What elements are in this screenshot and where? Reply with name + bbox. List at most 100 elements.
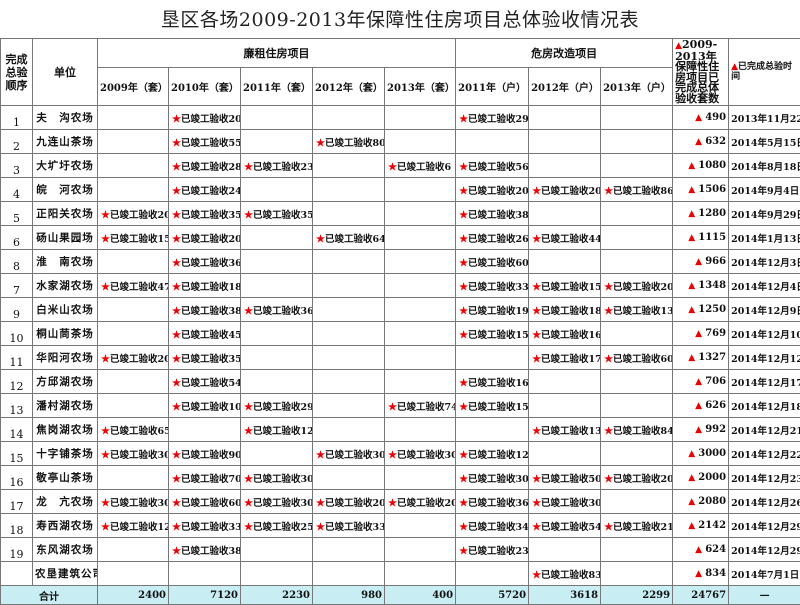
total-units-value: 2142 xyxy=(698,520,726,531)
acceptance-cell xyxy=(385,346,456,370)
total-units-value: 624 xyxy=(705,544,726,555)
year-header: 2011年（户） xyxy=(456,68,529,106)
acceptance-cell xyxy=(385,106,456,130)
acceptance-text: 已竣工验收300 xyxy=(110,498,169,509)
acceptance-cell xyxy=(98,130,169,154)
acceptance-cell: ★已竣工验收169 xyxy=(529,322,601,346)
summary-value: 7120 xyxy=(169,586,241,605)
acceptance-cell: ★已竣工验收300 xyxy=(385,442,456,466)
completion-date-cell: 2014年12月4日 xyxy=(729,274,800,298)
acceptance-cell: ★已竣工验收300 xyxy=(241,466,313,490)
acceptance-cell xyxy=(529,154,601,178)
total-units-value: 3000 xyxy=(698,448,726,459)
acceptance-cell xyxy=(601,154,673,178)
total-units-value: 632 xyxy=(705,136,726,147)
unit-cell: 敬亭山茶场 xyxy=(33,466,98,490)
triangle-icon: ▲ xyxy=(688,233,698,243)
acceptance-cell: ★已竣工验收280 xyxy=(169,154,241,178)
acceptance-text: 已竣工验收180 xyxy=(541,306,601,317)
acceptance-cell: ★已竣工验收174 xyxy=(529,346,601,370)
acceptance-text: 已竣工验收600 xyxy=(181,498,241,509)
completion-date-cell: 2014年12月23日 xyxy=(729,466,800,490)
star-icon: ★ xyxy=(244,522,253,533)
unit-cell: 水家湖农场 xyxy=(33,274,98,298)
table-row: 14焦岗湖农场★已竣工验收652★已竣工验收126★已竣工验收130★已竣工验收… xyxy=(1,418,800,442)
star-icon: ★ xyxy=(172,210,181,221)
acceptance-cell xyxy=(313,106,385,130)
acceptance-cell xyxy=(385,298,456,322)
year-header: 2013年（套） xyxy=(385,68,456,106)
total-units-cell: ▲ 1348 xyxy=(673,274,729,298)
acceptance-cell xyxy=(529,442,601,466)
acceptance-text: 已竣工验收6 xyxy=(397,162,451,173)
triangle-icon: ▲ xyxy=(688,353,698,363)
acceptance-cell: ★已竣工验收74 xyxy=(385,394,456,418)
acceptance-cell xyxy=(313,202,385,226)
star-icon: ★ xyxy=(459,330,468,341)
order-cell: 10 xyxy=(1,322,33,346)
acceptance-cell xyxy=(313,370,385,394)
acceptance-cell: ★已竣工验收834 xyxy=(529,562,601,586)
acceptance-cell xyxy=(241,322,313,346)
table-row: 6砀山果园场★已竣工验收150★已竣工验收200★已竣工验收64★已竣工验收26… xyxy=(1,226,800,250)
acceptance-text: 已竣工验收866 xyxy=(613,186,673,197)
acceptance-cell: ★已竣工验收126 xyxy=(241,418,313,442)
star-icon: ★ xyxy=(244,402,253,413)
acceptance-text: 已竣工验收187 xyxy=(181,282,241,293)
acceptance-text: 已竣工验收133 xyxy=(613,306,673,317)
acceptance-text: 已竣工验收150 xyxy=(541,282,601,293)
acceptance-text: 已竣工验收240 xyxy=(181,186,241,197)
acceptance-cell xyxy=(98,178,169,202)
acceptance-cell xyxy=(385,250,456,274)
star-icon: ★ xyxy=(604,474,613,485)
acceptance-text: 已竣工验收200 xyxy=(181,234,241,245)
acceptance-cell xyxy=(98,322,169,346)
summary-value: 2400 xyxy=(98,586,169,605)
triangle-icon: ▲ xyxy=(695,257,705,267)
star-icon: ★ xyxy=(459,546,468,557)
star-icon: ★ xyxy=(101,354,110,365)
acceptance-text: 已竣工验收300 xyxy=(253,474,313,485)
acceptance-text: 已竣工验收380 xyxy=(181,306,241,317)
acceptance-text: 已竣工验收336 xyxy=(468,282,529,293)
acceptance-text: 已竣工验收200 xyxy=(613,282,673,293)
star-icon: ★ xyxy=(101,450,110,461)
acceptance-cell xyxy=(241,274,313,298)
star-icon: ★ xyxy=(459,234,468,245)
completion-date-cell: 2014年12月10日 xyxy=(729,322,800,346)
star-icon: ★ xyxy=(172,138,181,149)
unit-cell: 大圹圩农场 xyxy=(33,154,98,178)
star-icon: ★ xyxy=(532,186,541,197)
completion-date-cell: 2014年12月29日 xyxy=(729,514,800,538)
acceptance-text: 已竣工验收100 xyxy=(181,402,241,413)
order-cell: 16 xyxy=(1,466,33,490)
acceptance-text: 已竣工验收290 xyxy=(468,114,529,125)
acceptance-cell xyxy=(456,418,529,442)
order-cell: 7 xyxy=(1,274,33,298)
acceptance-cell: ★已竣工验收150 xyxy=(529,274,601,298)
star-icon: ★ xyxy=(172,474,181,485)
star-icon: ★ xyxy=(172,162,181,173)
order-cell: 3 xyxy=(1,154,33,178)
acceptance-text: 已竣工验收200 xyxy=(325,498,385,509)
total-units-cell: ▲ 1080 xyxy=(673,154,729,178)
acceptance-text: 已竣工验收84 xyxy=(613,426,673,437)
acceptance-text: 已竣工验收280 xyxy=(181,162,241,173)
total-units-value: 490 xyxy=(705,112,726,123)
acceptance-cell xyxy=(169,562,241,586)
summary-value: 2299 xyxy=(601,586,673,605)
total-units-cell: ▲ 992 xyxy=(673,418,729,442)
completion-date-cell: 2014年12月29日 xyxy=(729,538,800,562)
table-row: 4皖 河农场★已竣工验收240★已竣工验收200★已竣工验收200★已竣工验收8… xyxy=(1,178,800,202)
acceptance-cell xyxy=(98,466,169,490)
order-cell: 19 xyxy=(1,538,33,562)
table-row: 7水家湖农场★已竣工验收475★已竣工验收187★已竣工验收336★已竣工验收1… xyxy=(1,274,800,298)
total-units-value: 992 xyxy=(705,424,726,435)
summary-label: 合计 xyxy=(1,586,98,605)
weifang-group-header: 危房改造项目 xyxy=(456,39,673,68)
star-icon: ★ xyxy=(459,210,468,221)
acceptance-text: 已竣工验收300 xyxy=(397,450,456,461)
acceptance-cell: ★已竣工验收366 xyxy=(169,250,241,274)
acceptance-cell xyxy=(385,226,456,250)
